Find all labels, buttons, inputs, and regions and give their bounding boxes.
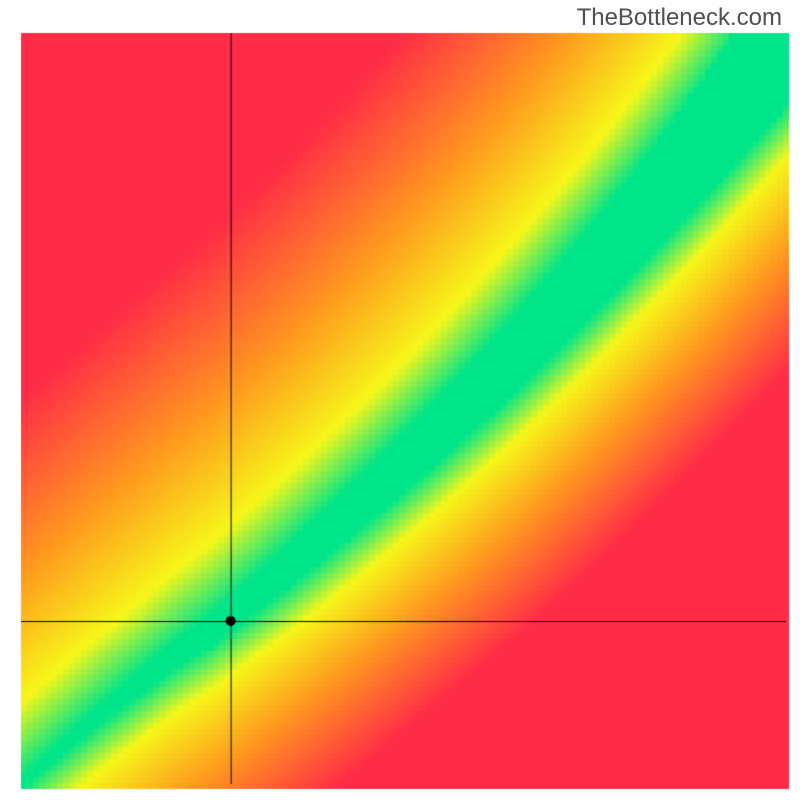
chart-container: TheBottleneck.com: [0, 0, 800, 800]
bottleneck-heatmap: [0, 0, 800, 800]
watermark-text: TheBottleneck.com: [577, 4, 782, 32]
